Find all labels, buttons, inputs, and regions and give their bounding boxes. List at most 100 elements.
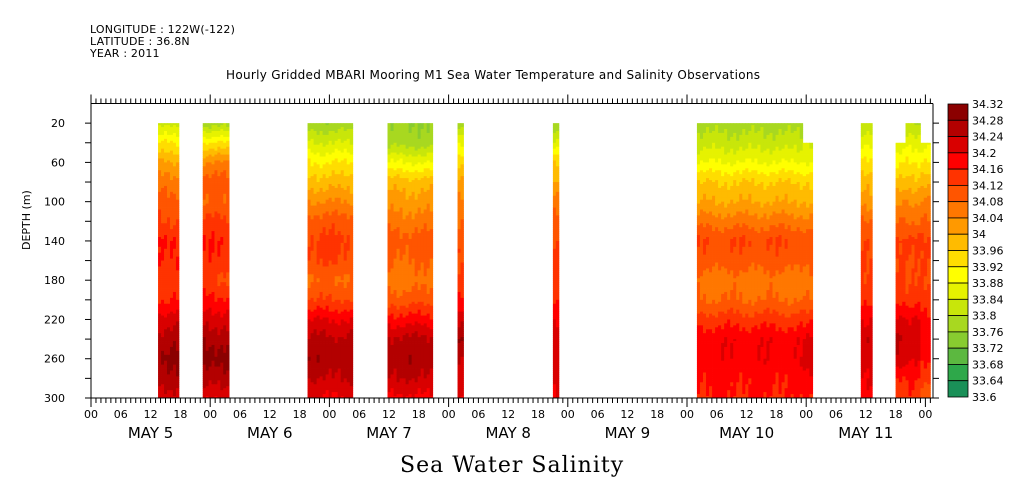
heatmap-cell (172, 284, 177, 287)
heatmap-cell (205, 313, 209, 316)
heatmap-cell (343, 172, 348, 175)
heatmap-cell (205, 396, 209, 399)
heatmap-cell (331, 327, 336, 330)
heatmap-cell (164, 213, 168, 216)
heatmap-cell (208, 268, 212, 271)
heatmap-cell (319, 231, 324, 234)
heatmap-cell (202, 354, 207, 358)
heatmap-cell (217, 225, 221, 228)
heatmap-cell (346, 290, 351, 293)
heatmap-cell (319, 227, 324, 230)
heatmap-cell (325, 256, 330, 259)
heatmap-cell (172, 240, 177, 244)
heatmap-cell (217, 211, 221, 214)
heatmap-cell (349, 172, 354, 175)
heatmap-cell (319, 293, 324, 297)
heatmap-cell (208, 356, 212, 360)
heatmap-cell (325, 203, 330, 206)
heatmap-cell (325, 176, 330, 179)
heatmap-cell (346, 160, 351, 163)
heatmap-cell (340, 343, 345, 346)
heatmap-cell (202, 372, 207, 375)
heatmap-cell (158, 295, 162, 299)
heatmap-cell (316, 123, 320, 126)
heatmap-cell (164, 272, 168, 275)
heatmap-cell (226, 170, 230, 173)
heatmap-cell (343, 221, 348, 224)
heatmap-cell (226, 252, 230, 256)
heatmap-cell (313, 235, 317, 238)
heatmap-cell (223, 358, 227, 362)
heatmap-cell (322, 170, 327, 173)
heatmap-cell (322, 125, 327, 128)
heatmap-cell (202, 184, 207, 187)
heatmap-cell (169, 307, 174, 311)
heatmap-cell (319, 217, 324, 220)
heatmap-cell (349, 142, 354, 146)
heatmap-cell (319, 150, 324, 153)
heatmap-cell (349, 350, 354, 354)
heatmap-cell (325, 290, 330, 293)
heatmap-cell (325, 284, 330, 287)
heatmap-cell (211, 380, 215, 383)
heatmap-cell (226, 290, 230, 293)
heatmap-cell (161, 394, 165, 397)
heatmap-cell (211, 382, 215, 385)
heatmap-cell (214, 160, 218, 163)
heatmap-cell (172, 225, 177, 228)
heatmap-cell (169, 286, 174, 289)
heatmap-cell (334, 235, 339, 238)
heatmap-cell (307, 136, 311, 140)
heatmap-cell (172, 172, 177, 175)
heatmap-cell (220, 203, 224, 206)
heatmap-cell (164, 323, 168, 326)
heatmap-cell (217, 392, 221, 395)
heatmap-cell (164, 205, 168, 208)
heatmap-cell (319, 262, 324, 265)
heatmap-cell (217, 231, 221, 234)
heatmap-cell (337, 343, 342, 346)
heatmap-cell (334, 293, 339, 297)
heatmap-cell (226, 172, 230, 175)
heatmap-cell (205, 360, 209, 364)
heatmap-cell (310, 280, 314, 283)
heatmap-cell (328, 311, 333, 314)
heatmap-cell (226, 291, 230, 295)
heatmap-cell (169, 386, 174, 389)
heatmap-cell (175, 185, 180, 189)
heatmap-cell (205, 376, 209, 379)
heatmap-cell (316, 156, 320, 159)
heatmap-cell (328, 295, 333, 299)
heatmap-cell (313, 213, 317, 216)
heatmap-cell (337, 166, 342, 169)
heatmap-cell (214, 270, 218, 273)
heatmap-cell (211, 394, 215, 397)
heatmap-cell (172, 158, 177, 161)
heatmap-cell (325, 140, 330, 144)
heatmap-cell (346, 288, 351, 291)
heatmap-cell (208, 201, 212, 205)
heatmap-cell (340, 235, 345, 238)
heatmap-cell (334, 158, 339, 161)
heatmap-cell (322, 311, 327, 314)
heatmap-cell (331, 282, 336, 285)
heatmap-cell (316, 288, 320, 291)
heatmap-cell (337, 164, 342, 167)
heatmap-cell (220, 352, 224, 356)
heatmap-cell (202, 329, 207, 332)
heatmap-cell (220, 260, 224, 263)
heatmap-cell (220, 378, 224, 381)
heatmap-cell (175, 309, 180, 313)
heatmap-cell (349, 299, 354, 303)
heatmap-cell (202, 284, 207, 287)
heatmap-cell (211, 250, 215, 254)
heatmap-cell (158, 142, 162, 146)
heatmap-cell (205, 339, 209, 342)
heatmap-cell (172, 264, 177, 267)
heatmap-cell (343, 244, 348, 248)
heatmap-cell (220, 319, 224, 322)
heatmap-cell (307, 309, 311, 313)
heatmap-cell (334, 225, 339, 228)
heatmap-cell (349, 288, 354, 291)
heatmap-cell (349, 284, 354, 287)
